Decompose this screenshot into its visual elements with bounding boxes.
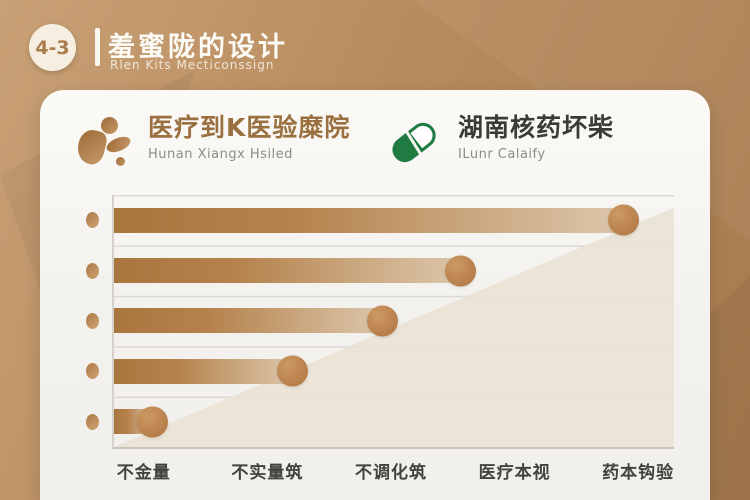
bar (114, 204, 639, 236)
bar-chart-plot-area (86, 195, 674, 449)
bar-end-dot (607, 204, 639, 236)
page-subtitle: Rlen Kits Mecticonssign (110, 58, 275, 72)
x-axis-label: 药本钩验 (602, 463, 675, 483)
row-bullet-icon (86, 262, 99, 279)
page-title: 羞蜜陇的设计 (108, 32, 288, 63)
bar (114, 255, 477, 287)
row-bullet-icon (86, 312, 99, 329)
capsule-pill-icon (386, 114, 444, 170)
brand-right-text: 湖南核药坏柴 ILunr Calaify (458, 113, 615, 162)
figure-body-shape (74, 127, 109, 167)
bar (114, 406, 169, 438)
brand-row: 医疗到K医验糜院 Hunan Xiangx Hsiled 湖南核药坏柴 ILun… (40, 113, 710, 172)
row-bullet-icon (86, 212, 99, 229)
x-axis-labels: 不金量 不实量筑 不调化筑 医疗本视 药本钩验 (82, 458, 700, 483)
chart-row (86, 245, 674, 295)
bar-end-dot (277, 355, 309, 387)
brand-right-subtitle: ILunr Calaify (458, 146, 546, 162)
section-number-badge: 4-3 (29, 24, 76, 71)
chart-row (86, 346, 674, 396)
chart-row (86, 195, 674, 245)
brand-left-title: 医疗到K医验糜院 (148, 113, 351, 142)
content-card: 医疗到K医验糜院 Hunan Xiangx Hsiled 湖南核药坏柴 ILun… (40, 90, 710, 500)
brand-left: 医疗到K医验糜院 Hunan Xiangx Hsiled (74, 113, 380, 172)
bar-end-dot (445, 255, 477, 287)
slide-header: 4-3 羞蜜陇的设计 Rlen Kits Mecticonssign (0, 0, 750, 90)
chart-rows (86, 195, 674, 447)
pill-body (387, 117, 441, 168)
brand-right: 湖南核药坏柴 ILunr Calaify (386, 113, 615, 172)
pill-white-cap (406, 117, 441, 153)
bar-end-dot (366, 305, 398, 337)
row-bullet-icon (86, 413, 99, 430)
bar-end-dot (137, 406, 169, 438)
abstract-figure-icon (74, 114, 134, 172)
chart-row (86, 296, 674, 346)
row-bullet-icon (86, 363, 99, 380)
figure-head-shape (101, 117, 118, 134)
figure-dot-shape (116, 157, 125, 166)
title-divider (95, 28, 100, 66)
brand-right-title: 湖南核药坏柴 (458, 113, 615, 142)
chart-row (86, 397, 674, 447)
x-axis-label: 医疗本视 (478, 463, 551, 483)
x-axis-label: 不实量筑 (231, 463, 304, 483)
bar (114, 355, 309, 387)
bar (114, 305, 398, 337)
brand-left-text: 医疗到K医验糜院 Hunan Xiangx Hsiled (148, 113, 351, 162)
x-axis-label: 不调化筑 (354, 463, 427, 483)
x-axis-label: 不金量 (116, 463, 171, 483)
brand-left-subtitle: Hunan Xiangx Hsiled (148, 146, 293, 162)
figure-arm-shape (104, 133, 133, 156)
